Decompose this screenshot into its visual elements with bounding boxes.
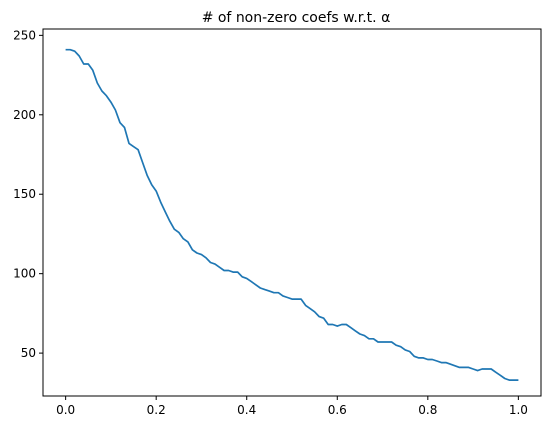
x-tick-label: 0.8 xyxy=(418,403,437,417)
y-tick-label: 100 xyxy=(13,267,36,281)
x-tick-label: 0.2 xyxy=(147,403,166,417)
y-tick-label: 50 xyxy=(21,346,36,360)
x-tick-label: 1.0 xyxy=(509,403,528,417)
y-tick-label: 250 xyxy=(13,28,36,42)
y-axis: 50 100 150 200 250 xyxy=(13,28,43,360)
x-axis: 0.0 0.2 0.4 0.6 0.8 1.0 xyxy=(56,396,528,417)
x-tick-label: 0.0 xyxy=(56,403,75,417)
plot-area-frame xyxy=(42,28,542,397)
x-tick-label: 0.4 xyxy=(237,403,256,417)
x-tick-label: 0.6 xyxy=(328,403,347,417)
y-tick-label: 150 xyxy=(13,187,36,201)
y-tick-label: 200 xyxy=(13,108,36,122)
series-line xyxy=(65,48,519,381)
chart-title: # of non-zero coefs w.r.t. α xyxy=(202,10,391,26)
